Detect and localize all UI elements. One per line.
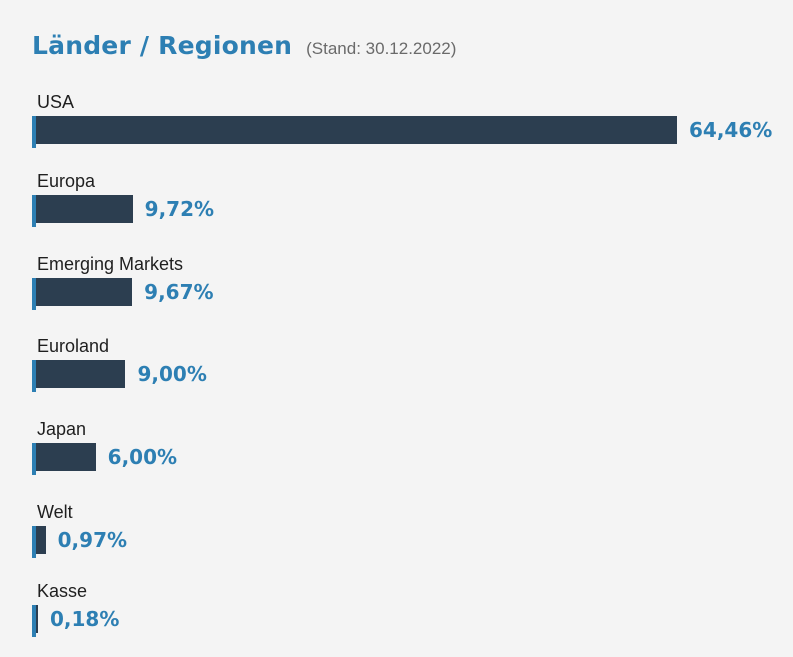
value-label: 0,97% bbox=[57, 528, 128, 552]
bar-row: USA 64,46% bbox=[32, 92, 792, 152]
chart-title: Länder / Regionen bbox=[32, 31, 293, 60]
axis-marker bbox=[32, 278, 36, 310]
bar bbox=[36, 278, 133, 306]
category-label: Japan bbox=[37, 419, 87, 439]
bar-row: Kasse 0,18% bbox=[32, 581, 792, 641]
category-label: USA bbox=[37, 92, 75, 112]
axis-marker bbox=[32, 195, 36, 227]
bar-row: Welt 0,97% bbox=[32, 502, 792, 562]
value-label: 9,67% bbox=[144, 280, 214, 304]
chart-header: Länder / Regionen (Stand: 30.12.2022) bbox=[32, 31, 456, 71]
bar-row: Euroland 9,00% bbox=[32, 336, 792, 396]
value-label: 6,00% bbox=[107, 445, 178, 469]
value-label: 0,18% bbox=[50, 607, 120, 631]
bar-row: Emerging Markets 9,67% bbox=[32, 254, 792, 314]
chart-subtitle: (Stand: 30.12.2022) bbox=[306, 39, 457, 58]
axis-marker bbox=[32, 116, 36, 148]
axis-marker bbox=[32, 360, 36, 392]
bar bbox=[36, 116, 677, 144]
bar bbox=[36, 526, 46, 554]
category-label: Emerging Markets bbox=[37, 254, 184, 274]
bar-row: Europa 9,72% bbox=[32, 171, 792, 231]
axis-marker bbox=[32, 443, 36, 475]
bar-row: Japan 6,00% bbox=[32, 419, 792, 479]
value-label: 9,00% bbox=[137, 362, 207, 386]
bar bbox=[36, 360, 126, 388]
axis-marker bbox=[32, 605, 36, 637]
value-label: 9,72% bbox=[144, 197, 215, 221]
bar bbox=[36, 443, 96, 471]
category-label: Europa bbox=[37, 171, 96, 191]
value-label: 64,46% bbox=[689, 118, 773, 142]
bar bbox=[36, 605, 38, 633]
category-label: Kasse bbox=[37, 581, 88, 601]
axis-marker bbox=[32, 526, 36, 558]
category-label: Euroland bbox=[37, 336, 110, 356]
bar bbox=[36, 195, 133, 223]
category-label: Welt bbox=[37, 502, 73, 522]
